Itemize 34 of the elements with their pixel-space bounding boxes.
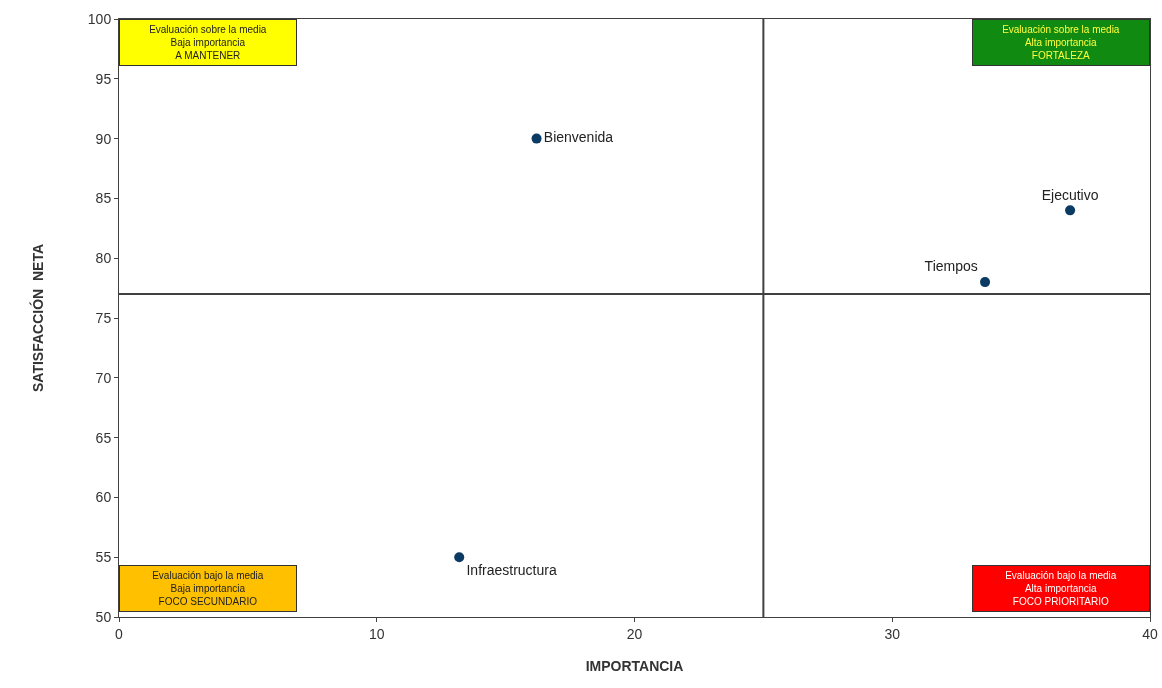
quadrant-label-box: Evaluación bajo la media Alta importancia FOCO PRIORITARIO [972,565,1150,612]
annotation: Evaluación bajo la media Alta importancia FOCO PRIORITARIO [1005,570,1117,607]
annotation: Evaluación bajo la media Baja importancia FOCO SECUNDARIO [152,570,264,607]
series-label: Bienvenida [543,129,614,146]
x-tick-label: 0 [115,625,124,642]
y-tick-label: 65 [95,429,112,446]
y-tick-label: 85 [95,190,112,207]
quadrant-label-box: Evaluación bajo la media Baja importancia FOCO SECUNDARIO [119,565,297,612]
point [1065,205,1076,216]
y-tick-label: 55 [95,549,112,566]
x-tick-label: 20 [626,625,643,642]
series-label: Ejecutivo [1041,186,1099,203]
x-axis-title: IMPORTANCIA [585,658,684,675]
y-axis-title: SATISFACCIÓN NETA [29,243,47,393]
x-tick-label: 30 [884,625,901,642]
x-tick-label: 40 [1142,625,1158,642]
y-tick-label: 60 [95,489,112,506]
y-tick-label: 80 [95,250,112,267]
y-tick-label: 100 [87,10,112,27]
annotation: Evaluación sobre la media Baja importancia A MANTENER [149,24,267,61]
y-tick-label: 95 [95,70,112,87]
x-tick-label: 10 [368,625,385,642]
annotation: Evaluación sobre la media Alta importancia FORTALEZA [1002,24,1120,61]
series-label: Infraestructura [466,561,557,578]
point [454,552,465,563]
point [531,133,542,144]
y-tick-label: 90 [95,130,112,147]
y-tick-label: 75 [95,309,112,326]
series-label: Tiempos [924,258,978,275]
point [980,277,991,288]
quadrant-label-box: Evaluación sobre la media Alta importancia FORTALEZA [972,19,1150,66]
y-tick-label: 50 [95,608,112,625]
y-tick-label: 70 [95,369,112,386]
quadrant-label-box: Evaluación sobre la media Baja importancia A MANTENER [119,19,297,66]
